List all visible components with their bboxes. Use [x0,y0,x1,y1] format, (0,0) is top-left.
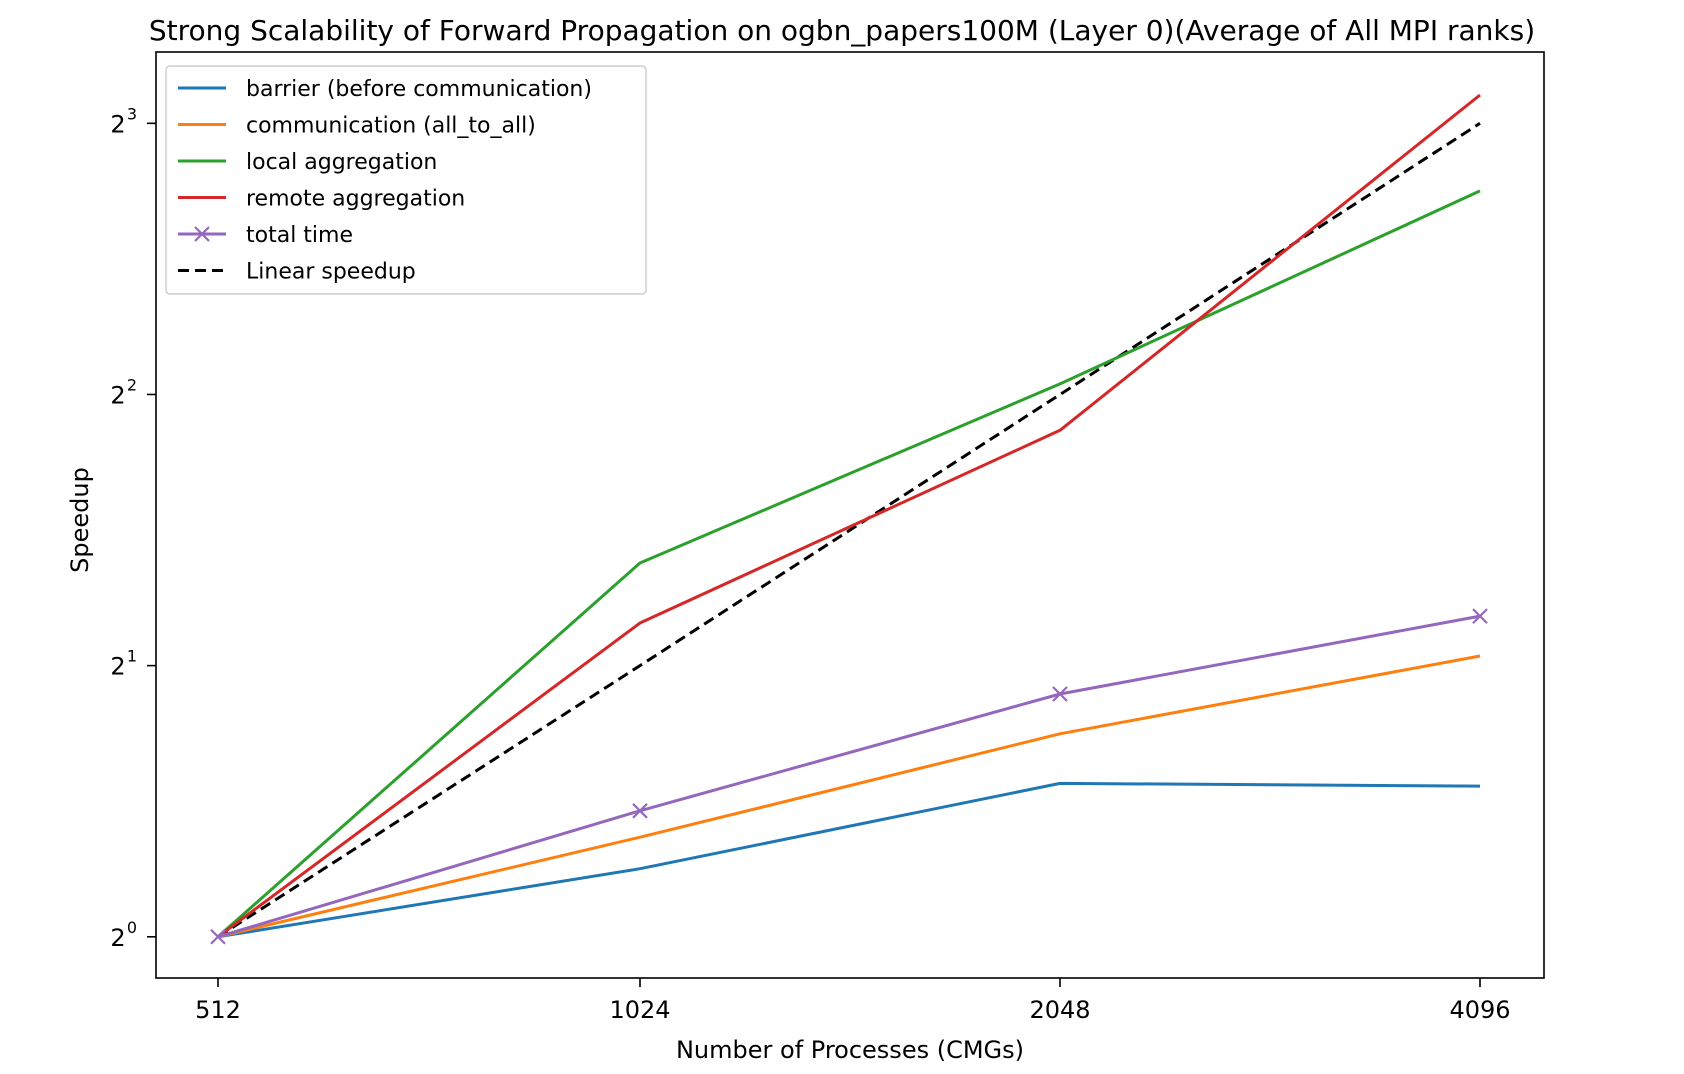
y-tick-exponent-4: 2 [127,375,137,394]
series-point-total-time-3 [1472,608,1488,624]
series-line-linear-speedup [217,122,1481,939]
y-tick-label-8: 2 [110,110,125,138]
series-line-barrier-before-communication [217,781,1481,939]
x-tick-label-1024: 1024 [609,996,670,1024]
y-tick-exponent-2: 1 [127,647,137,666]
chart-title: Strong Scalability of Forward Propagatio… [149,14,1535,47]
y-tick-label-2: 2 [110,653,125,681]
y-tick-exponent-1: 0 [127,918,137,937]
y-tick-label-4: 2 [110,381,125,409]
series-line-total-time [217,614,1481,939]
y-tick-exponent-8: 3 [127,104,137,123]
legend-label-barrier-before-communication: barrier (before communication) [246,77,592,102]
series-line-local-aggregation [217,189,1481,938]
plot-frame [155,51,1545,979]
series-line-communication-all-to-all [217,654,1481,939]
plot-area [155,51,1545,979]
series-line-remote-aggregation [217,93,1481,939]
y-axis: 2 02 12 22 3 [110,104,156,952]
legend-label-communication-all-to-all: communication (all_to_all) [246,114,536,139]
series-point-total-time-1 [632,803,648,819]
legend-box [165,65,647,295]
y-axis-label: Speedup [66,467,94,573]
legend-label-linear-speedup: Linear speedup [246,260,416,285]
series-layer [210,93,1488,945]
x-axis: 512 1024 2048 4096 [195,978,1511,1024]
legend-label-local-aggregation: local aggregation [246,150,437,175]
x-tick-label-4096: 4096 [1449,996,1510,1024]
series-point-total-time-0 [210,929,226,945]
x-axis-label: Number of Processes (CMGs) [676,1036,1024,1064]
legend-label-remote-aggregation: remote aggregation [246,187,465,212]
x-tick-label-2048: 2048 [1029,996,1090,1024]
legend-entries: barrier (before communication) communicat… [178,77,592,285]
legend-label-total-time: total time [246,223,353,248]
series-point-total-time-2 [1052,686,1068,702]
legend: barrier (before communication) communicat… [165,65,647,295]
legend-marker-total-time [194,226,210,242]
y-tick-label-1: 2 [110,924,125,952]
x-tick-label-512: 512 [195,996,241,1024]
